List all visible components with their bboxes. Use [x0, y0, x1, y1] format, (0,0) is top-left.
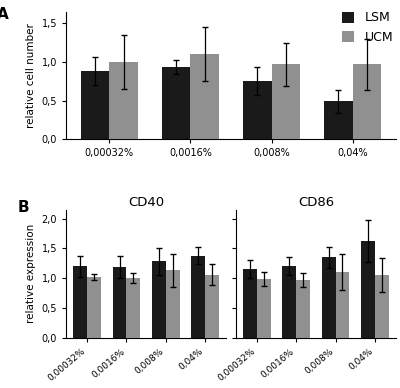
- Bar: [190, 54, 219, 139]
- Bar: [257, 279, 271, 338]
- Bar: [109, 62, 138, 139]
- Bar: [324, 102, 353, 139]
- Bar: [282, 266, 296, 338]
- Bar: [322, 257, 336, 338]
- Text: A: A: [0, 7, 8, 21]
- Bar: [191, 256, 205, 338]
- Bar: [81, 71, 109, 139]
- Legend: LSM, UCM: LSM, UCM: [342, 12, 393, 44]
- Bar: [353, 64, 381, 139]
- Bar: [87, 277, 101, 338]
- Title: CD86: CD86: [298, 196, 334, 209]
- Bar: [243, 81, 272, 139]
- Bar: [166, 270, 180, 338]
- Bar: [272, 64, 300, 139]
- Title: CD40: CD40: [128, 196, 164, 209]
- Bar: [336, 272, 349, 338]
- Bar: [361, 241, 375, 338]
- Bar: [152, 262, 166, 338]
- Y-axis label: relative cell number: relative cell number: [26, 23, 36, 128]
- Bar: [126, 278, 140, 338]
- Text: B: B: [18, 199, 30, 215]
- Bar: [375, 275, 389, 338]
- Bar: [73, 266, 87, 338]
- Bar: [296, 280, 310, 338]
- Bar: [205, 275, 219, 338]
- Bar: [243, 269, 257, 338]
- Bar: [162, 68, 190, 139]
- Bar: [113, 267, 126, 338]
- Y-axis label: relative expression: relative expression: [26, 224, 36, 323]
